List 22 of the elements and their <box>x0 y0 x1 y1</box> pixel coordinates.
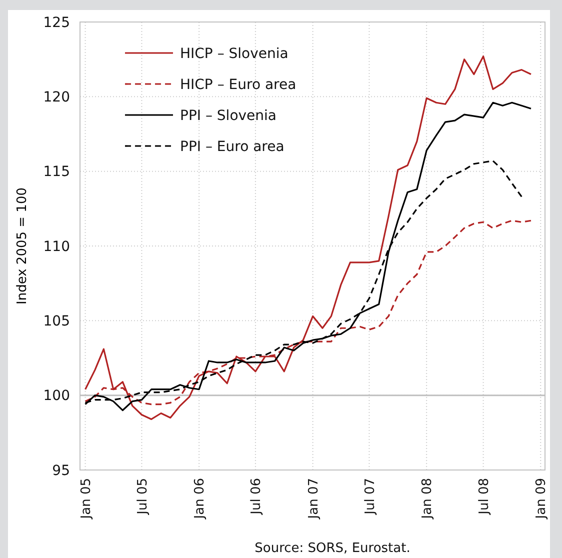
x-tick-label: Jul 06 <box>249 478 264 516</box>
x-tick-label: Jan 06 <box>192 478 208 520</box>
legend-label: HICP – Euro area <box>180 76 296 93</box>
y-tick-label: 120 <box>43 90 70 106</box>
x-tick-label: Jul 05 <box>135 478 150 516</box>
x-tick-label: Jul 07 <box>362 478 378 516</box>
y-tick-label: 100 <box>43 388 70 404</box>
legend-label: PPI – Slovenia <box>180 108 276 124</box>
y-tick-label: 115 <box>43 164 70 180</box>
source-note: Source: SORS, Eurostat. <box>254 541 410 556</box>
y-axis-title: Index 2005 = 100 <box>15 188 30 304</box>
x-tick-label: Jul 08 <box>476 478 492 516</box>
x-tick-label: Jan 08 <box>420 478 436 520</box>
legend-label: HICP – Slovenia <box>180 46 288 62</box>
x-tick-label: Jan 05 <box>78 478 94 520</box>
y-tick-label: 95 <box>52 462 70 479</box>
legend-label: PPI – Euro area <box>180 138 284 155</box>
y-tick-label: 105 <box>43 314 70 330</box>
x-tick-label: Jan 09 <box>534 478 550 520</box>
y-tick-label: 125 <box>43 14 70 31</box>
x-tick-label: Jan 07 <box>306 478 322 520</box>
y-tick-label: 110 <box>43 238 70 255</box>
